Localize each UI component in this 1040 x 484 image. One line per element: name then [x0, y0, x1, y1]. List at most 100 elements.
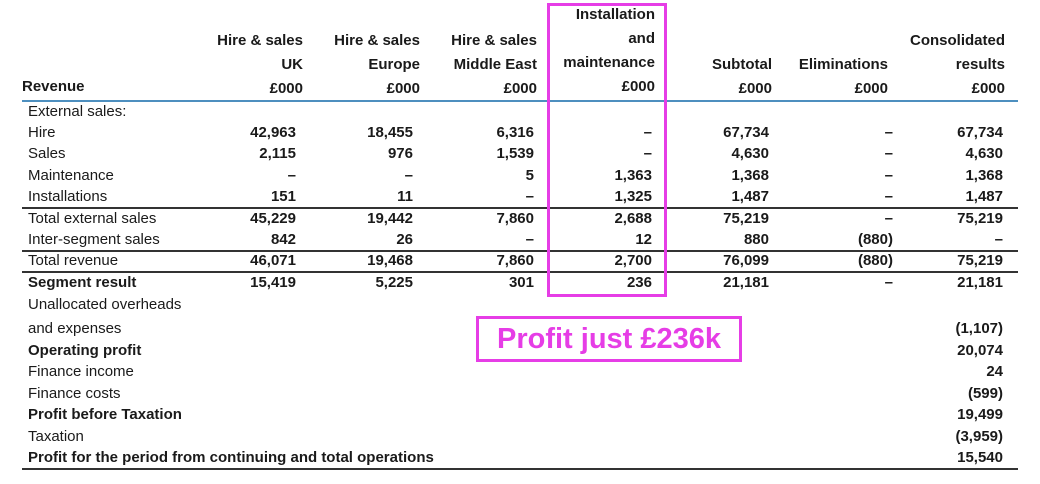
row-value-col-3: – — [525, 231, 534, 248]
table-row: Inter-segment sales 842 26 – 12 880 (880) – — [28, 231, 1018, 253]
row-value-col-4: 236 — [626, 274, 652, 291]
row-value-col-6: – — [884, 124, 893, 141]
profit-callout: Profit just £236k — [476, 316, 742, 362]
row-label: Installations — [28, 188, 108, 205]
header-hire-sales-middle-east: Hire & sales Middle East £000 — [451, 32, 537, 97]
row-value-col-1: 151 — [270, 188, 296, 205]
header-rule — [22, 100, 1018, 102]
row-value-col-5: 76,099 — [723, 252, 769, 269]
row-value-col-5: 21,181 — [723, 274, 769, 291]
row-value-col-5: 1,368 — [731, 167, 769, 184]
row-value-col-7: 1,368 — [965, 167, 1003, 184]
table-row: Unallocated overheads — [28, 296, 1018, 318]
row-value-col-1: – — [287, 167, 296, 184]
row-value-col-6: – — [884, 167, 893, 184]
row-label: Hire — [28, 124, 56, 141]
row-label: Sales — [28, 145, 66, 162]
row-label: Finance income — [28, 363, 134, 380]
row-value-col-7: 15,540 — [957, 449, 1003, 466]
table-row: Profit for the period from continuing an… — [28, 449, 1018, 471]
row-value-col-7: (1,107) — [955, 320, 1003, 337]
row-value-col-3: 7,860 — [496, 252, 534, 269]
row-label: Taxation — [28, 428, 84, 445]
row-value-col-6: – — [884, 188, 893, 205]
row-value-col-2: 19,468 — [367, 252, 413, 269]
header-subtotal: Subtotal £000 — [712, 56, 772, 97]
row-value-col-1: 46,071 — [250, 252, 296, 269]
row-value-col-7: 21,181 — [957, 274, 1003, 291]
row-value-col-5: 4,630 — [731, 145, 769, 162]
row-value-col-1: 45,229 — [250, 210, 296, 227]
row-value-col-6: – — [884, 145, 893, 162]
header-hire-sales-europe: Hire & sales Europe £000 — [334, 32, 420, 97]
row-value-col-7: 1,487 — [965, 188, 1003, 205]
row-label: Total revenue — [28, 252, 119, 269]
table-row: Total external sales 45,229 19,442 7,860 2,6… — [28, 210, 1018, 232]
row-value-col-6: – — [884, 274, 893, 291]
table-row: Total revenue 46,071 19,468 7,860 2,700 76,09… — [28, 252, 1018, 274]
row-value-col-1: 15,419 — [250, 274, 296, 291]
rule-before-total-external — [22, 207, 1018, 209]
row-value-col-1: 42,963 — [250, 124, 296, 141]
row-value-col-7: 20,074 — [957, 342, 1003, 359]
table-row: External sales: — [28, 103, 1018, 125]
row-value-col-2: 19,442 — [367, 210, 413, 227]
row-label: Operating profit — [28, 342, 142, 359]
row-value-col-5: 1,487 — [731, 188, 769, 205]
row-value-col-4: – — [643, 124, 652, 141]
table-row: and expenses (1,107) — [28, 320, 1018, 342]
row-value-col-6: (880) — [857, 252, 893, 269]
row-value-col-2: 11 — [397, 188, 413, 205]
row-label: Maintenance — [28, 167, 114, 184]
header-installation-maintenance: Installation and maintenance £000 — [563, 6, 655, 95]
row-value-col-3: – — [525, 188, 534, 205]
row-value-col-2: 26 — [396, 231, 413, 248]
row-value-col-7: 24 — [986, 363, 1003, 380]
row-label: and expenses — [28, 320, 122, 337]
row-label: Profit before Taxation — [28, 406, 182, 423]
bottom-rule — [22, 468, 1018, 470]
row-value-col-3: 301 — [508, 274, 534, 291]
table-row: Sales 2,115 976 1,539 – 4,630 – 4,630 — [28, 145, 1018, 167]
row-value-col-7: (3,959) — [955, 428, 1003, 445]
row-value-col-7: 75,219 — [957, 252, 1003, 269]
revenue-heading: Revenue — [22, 78, 85, 95]
table-row: Segment result 15,419 5,225 301 236 21,181 – 21… — [28, 274, 1018, 296]
row-value-col-7: 19,499 — [957, 406, 1003, 423]
row-label: Segment result — [28, 274, 137, 291]
table-row: Installations 151 11 – 1,325 1,487 – 1,487 — [28, 188, 1018, 210]
row-label: Unallocated overheads — [28, 296, 182, 313]
row-label: Finance costs — [28, 385, 121, 402]
table-row: Taxation (3,959) — [28, 428, 1018, 450]
row-value-col-5: 67,734 — [723, 124, 769, 141]
row-value-col-7: – — [994, 231, 1003, 248]
row-value-col-2: 976 — [387, 145, 413, 162]
row-value-col-7: 75,219 — [957, 210, 1003, 227]
row-value-col-3: 5 — [525, 167, 534, 184]
row-label: Inter-segment sales — [28, 231, 160, 248]
row-value-col-6: (880) — [857, 231, 893, 248]
rule-before-total-revenue — [22, 250, 1018, 252]
row-label: Profit for the period from continuing an… — [28, 449, 434, 466]
table-row: Finance costs (599) — [28, 385, 1018, 407]
table-row: Hire 42,963 18,455 6,316 – 67,734 – 67,734 — [28, 124, 1018, 146]
row-value-col-3: 1,539 — [496, 145, 534, 162]
row-label: Total external sales — [28, 210, 157, 227]
header-eliminations: Eliminations £000 — [798, 56, 888, 97]
table-row: Finance income 24 — [28, 363, 1018, 385]
row-value-col-1: 842 — [270, 231, 296, 248]
row-value-col-3: 7,860 — [496, 210, 534, 227]
installation-column-highlight — [547, 3, 667, 297]
row-value-col-7: 4,630 — [965, 145, 1003, 162]
row-value-col-7: (599) — [967, 385, 1003, 402]
row-value-col-5: 880 — [743, 231, 769, 248]
row-value-col-2: 5,225 — [375, 274, 413, 291]
rule-after-total-revenue — [22, 271, 1018, 273]
row-value-col-5: 75,219 — [723, 210, 769, 227]
row-value-col-6: – — [884, 210, 893, 227]
row-value-col-2: 18,455 — [367, 124, 413, 141]
row-value-col-4: 1,363 — [614, 167, 652, 184]
header-hire-sales-uk: Hire & sales UK £000 — [217, 32, 303, 97]
row-value-col-4: 1,325 — [614, 188, 652, 205]
